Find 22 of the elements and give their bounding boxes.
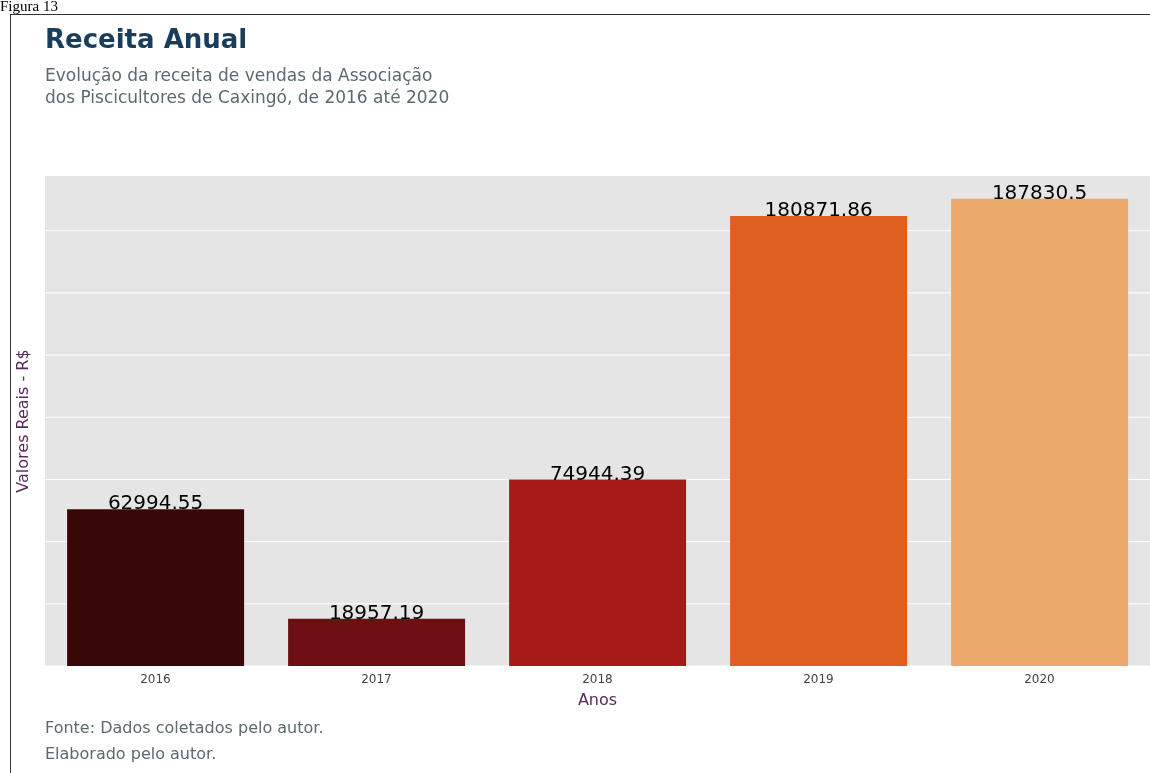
chart-subtitle: Evolução da receita de vendas da Associação dos Piscicultores de Caxingó, de 2016 até 2020: [45, 64, 450, 108]
bar: [730, 216, 908, 666]
bar: [951, 198, 1129, 666]
text: Elaborado pelo autor.: [45, 744, 217, 763]
x-axis-title: Anos: [577, 690, 618, 709]
chart-title: Receita Anual: [45, 24, 248, 54]
source-note: Fonte: Dados coletados pelo autor.: [45, 718, 324, 737]
y-axis-title: Valores Reais - R$: [12, 349, 32, 493]
x-tick-label: 2020: [1024, 671, 1055, 686]
x-tick-label: 2017: [361, 671, 392, 686]
x-tick-label: 2019: [803, 671, 834, 686]
data-label: 180871.86: [764, 197, 873, 222]
x-tick-label: 2016: [140, 671, 171, 686]
text: Figura 13: [0, 0, 58, 15]
data-label: 74944.39: [549, 460, 646, 485]
x-tick-label: 2018: [582, 671, 613, 686]
data-label: 18957.19: [328, 599, 425, 624]
bar: [509, 479, 687, 666]
bar: [67, 509, 245, 666]
data-label: 62994.55: [107, 490, 204, 515]
data-label: 187830.5: [991, 179, 1088, 204]
bar: [288, 618, 466, 666]
